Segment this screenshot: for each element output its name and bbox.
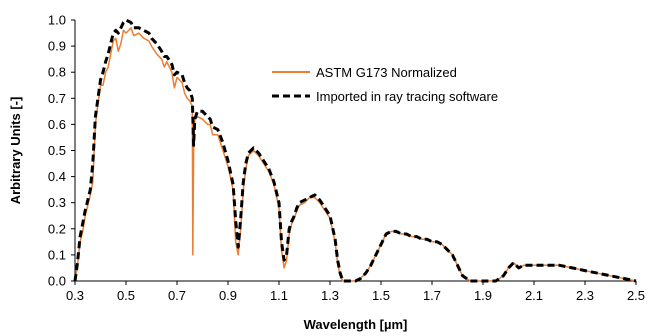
- y-ticks: 0.0 0.1 0.2 0.3 0.4 0.5 0.6 0.7 0.8 0.9 1.0: [48, 13, 75, 289]
- y-tick-label: 0.1: [48, 247, 66, 262]
- x-tick-label: 1.5: [372, 288, 390, 303]
- y-axis-title: Arbitrary Units [-]: [8, 97, 23, 205]
- x-tick-label: 0.7: [168, 288, 186, 303]
- y-tick-label: 0.4: [48, 169, 66, 184]
- x-tick-label: 1.9: [474, 288, 492, 303]
- x-tick-label: 0.9: [219, 288, 237, 303]
- x-tick-label: 0.3: [66, 288, 84, 303]
- x-tick-label: 1.3: [321, 288, 339, 303]
- x-tick-label: 2.3: [576, 288, 594, 303]
- legend-label-astm-g173: ASTM G173 Normalized: [316, 65, 457, 80]
- x-tick-label: 1.7: [423, 288, 441, 303]
- y-tick-label: 0.0: [48, 274, 66, 289]
- x-tick-label: 0.5: [117, 288, 135, 303]
- y-tick-label: 0.8: [48, 65, 66, 80]
- y-tick-label: 0.3: [48, 195, 66, 210]
- legend: ASTM G173 Normalized Imported in ray tra…: [272, 65, 498, 104]
- y-tick-label: 1.0: [48, 13, 66, 28]
- x-axis-title: Wavelength [µm]: [304, 317, 408, 332]
- y-tick-label: 0.9: [48, 39, 66, 54]
- x-tick-label: 2.5: [627, 288, 645, 303]
- y-tick-label: 0.2: [48, 221, 66, 236]
- legend-label-ray-tracing: Imported in ray tracing software: [316, 89, 498, 104]
- y-tick-label: 0.7: [48, 91, 66, 106]
- series-line-ray-tracing: [75, 20, 636, 281]
- x-tick-label: 2.1: [525, 288, 543, 303]
- axes: [75, 20, 636, 281]
- y-tick-label: 0.5: [48, 143, 66, 158]
- x-tick-label: 1.1: [270, 288, 288, 303]
- plot-area: [75, 20, 636, 281]
- y-tick-label: 0.6: [48, 117, 66, 132]
- x-ticks: 0.3 0.5 0.7 0.9 1.1 1.3 1.5 1.7 1.9 2.1 2.3 2.5: [66, 281, 645, 303]
